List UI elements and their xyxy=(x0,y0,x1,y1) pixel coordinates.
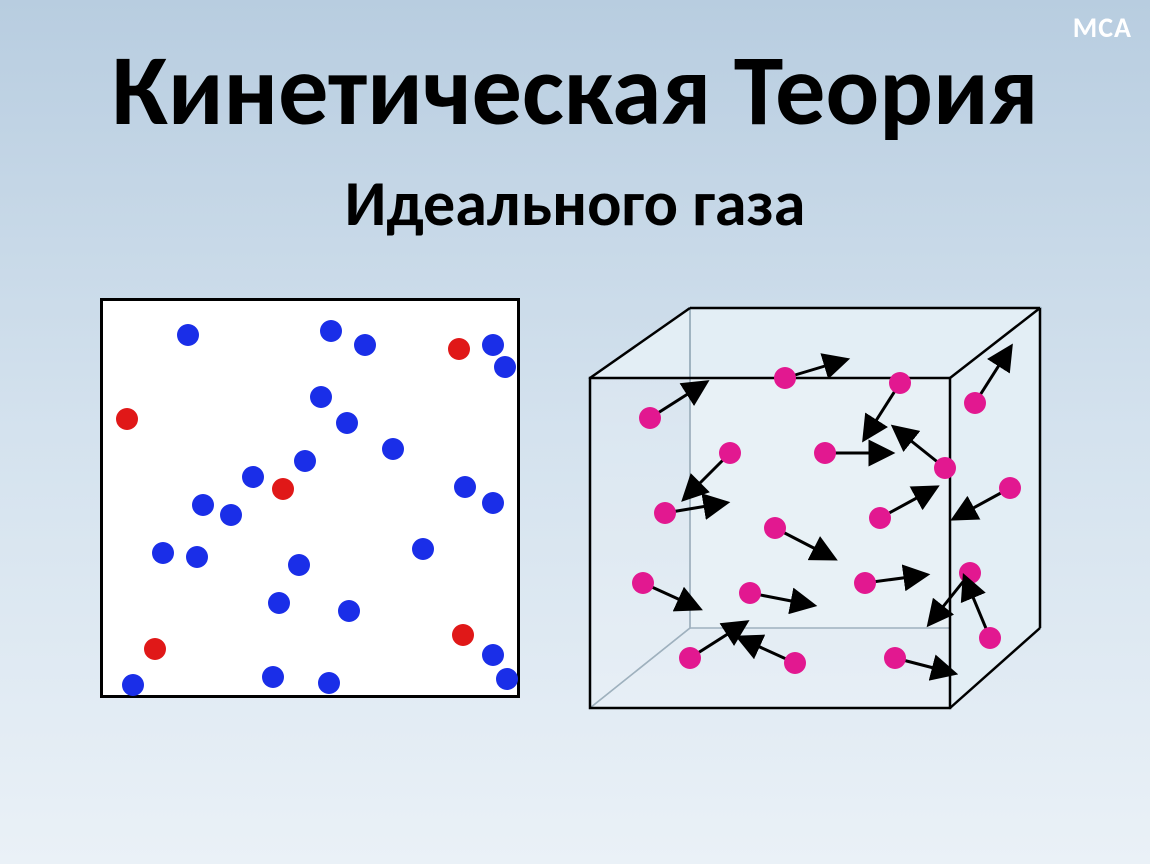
particle-dot xyxy=(310,386,332,408)
particle-dot xyxy=(318,672,340,694)
page-title: Кинетическая Теория xyxy=(0,0,1150,143)
particle-dot xyxy=(448,338,470,360)
particle-dot xyxy=(482,492,504,514)
corner-label: MCA xyxy=(1073,10,1132,45)
page-subtitle: Идеального газа xyxy=(0,165,1150,243)
particle-dot xyxy=(452,624,474,646)
particle-dot xyxy=(294,450,316,472)
particle-dot xyxy=(354,334,376,356)
particle-dot xyxy=(192,494,214,516)
particle-dot xyxy=(482,334,504,356)
diagram-row xyxy=(0,298,1150,723)
particles-3d-cube xyxy=(580,298,1050,723)
particle-dot xyxy=(144,638,166,660)
particle-dot xyxy=(186,546,208,568)
particle-dot xyxy=(288,554,310,576)
particles-2d-box xyxy=(100,298,520,698)
particle-dot xyxy=(268,592,290,614)
particle-dot xyxy=(272,478,294,500)
particle-dot xyxy=(412,538,434,560)
particle-dot xyxy=(320,320,342,342)
particle-dot xyxy=(242,466,264,488)
particle-dot xyxy=(152,542,174,564)
particle-dot xyxy=(220,504,242,526)
particle-dot xyxy=(122,674,144,696)
cube-svg xyxy=(580,298,1050,718)
particle-dot xyxy=(262,666,284,688)
particle-dot xyxy=(494,356,516,378)
particle-dot xyxy=(482,644,504,666)
particle-dot xyxy=(382,438,404,460)
particle-dot xyxy=(177,324,199,346)
particle-dot xyxy=(336,412,358,434)
particle-dot xyxy=(454,476,476,498)
particle-dot xyxy=(496,668,518,690)
particle-dot xyxy=(338,600,360,622)
particle-dot xyxy=(116,408,138,430)
